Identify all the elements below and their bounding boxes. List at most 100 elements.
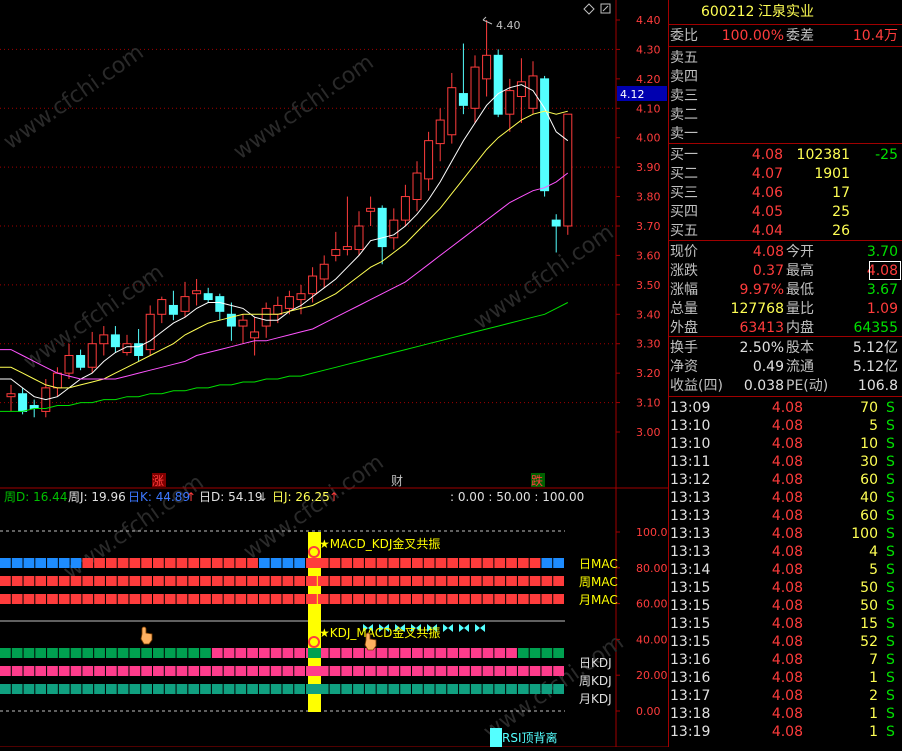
tick-time: 13:19 bbox=[670, 724, 711, 740]
strip-segment bbox=[141, 576, 153, 586]
tick-row: 13:12 4.08 60 S bbox=[668, 471, 902, 489]
high-price-marker: 4.40 bbox=[482, 16, 521, 32]
tick-price: 4.08 bbox=[771, 508, 803, 524]
strip-segment bbox=[553, 558, 564, 568]
candlestick-chart[interactable]: www.cfchi.com www.cfchi.comwww.cfchi.comw… bbox=[0, 0, 869, 748]
strip-segment bbox=[58, 648, 70, 658]
tick-time: 13:13 bbox=[670, 490, 711, 506]
strip-segment bbox=[247, 558, 258, 568]
candle-body bbox=[482, 54, 492, 80]
strip-segment bbox=[176, 576, 188, 586]
quote-value-2: 3.67 bbox=[866, 282, 898, 298]
kline-chart-area[interactable]: www.cfchi.com www.cfchi.com www.cfchi.com w… bbox=[0, 0, 869, 748]
strip-segment bbox=[306, 576, 317, 586]
indicator-tick-label: 60.00 bbox=[636, 598, 668, 611]
strip-segment bbox=[423, 558, 435, 568]
price-tick-label: 4.30 bbox=[636, 43, 661, 56]
strip-segment bbox=[82, 558, 94, 568]
price-tick-label: 3.50 bbox=[636, 279, 661, 292]
strip-segment bbox=[482, 648, 494, 658]
strip-segment bbox=[317, 684, 329, 694]
strip-segment bbox=[223, 558, 235, 568]
tick-price: 4.08 bbox=[771, 670, 803, 686]
candle-body bbox=[215, 296, 225, 312]
candle-body bbox=[470, 66, 480, 109]
candle-body bbox=[238, 319, 248, 327]
strip-segment bbox=[47, 594, 58, 604]
levels-readout: : 0.00 : 50.00 : 100.00 bbox=[450, 490, 584, 504]
quote-label-2: 最高 bbox=[786, 263, 814, 279]
strip-segment bbox=[517, 684, 529, 694]
order-ratio-row: 委比 100.00% 委差 10.4万 bbox=[668, 27, 902, 45]
strip-segment bbox=[47, 684, 58, 694]
ask-label: 卖五 bbox=[670, 50, 698, 66]
strip-segment bbox=[470, 594, 482, 604]
tick-row: 13:16 4.08 7 S bbox=[668, 651, 902, 669]
candle-body bbox=[389, 219, 399, 239]
tick-side: S bbox=[886, 580, 895, 596]
tick-row: 13:19 4.08 1 S bbox=[668, 723, 902, 741]
strip-segment bbox=[188, 648, 200, 658]
strip-segment bbox=[105, 594, 117, 604]
tick-volume: 40 bbox=[860, 490, 878, 506]
candle-body bbox=[493, 54, 503, 115]
quote-label-2: 今开 bbox=[786, 244, 814, 260]
strip-segment bbox=[0, 666, 11, 676]
candle-body bbox=[203, 293, 213, 301]
strip-segment bbox=[176, 648, 188, 658]
ask-row: 卖四 bbox=[668, 68, 902, 86]
tick-volume: 5 bbox=[869, 418, 878, 434]
day-k-arrow: ↑ bbox=[186, 490, 196, 504]
strip-segment bbox=[341, 594, 353, 604]
strip-segment bbox=[200, 558, 211, 568]
strip-segment bbox=[341, 648, 353, 658]
tick-price: 4.08 bbox=[771, 490, 803, 506]
bid-volume: 102381 bbox=[796, 147, 850, 163]
tick-volume: 4 bbox=[869, 544, 878, 560]
bid-row: 买五 4.04 26 bbox=[668, 222, 902, 240]
stat-row: 收益(四) 0.038 PE(动) 106.8 bbox=[668, 377, 902, 395]
strip-segment bbox=[188, 594, 200, 604]
indicator-tick-label: 40.00 bbox=[636, 633, 668, 646]
strip-segment bbox=[258, 558, 270, 568]
strip-segment bbox=[329, 666, 341, 676]
tick-row: 13:15 4.08 50 S bbox=[668, 579, 902, 597]
tick-side: S bbox=[886, 670, 895, 686]
quote-row: 涨幅 9.97% 最低 3.67 bbox=[668, 281, 902, 299]
expand-icon[interactable] bbox=[600, 3, 611, 14]
bid-row: 买二 4.07 1901 bbox=[668, 165, 902, 183]
price-tick-label: 3.00 bbox=[636, 426, 661, 439]
stock-code: 600212 bbox=[701, 4, 755, 20]
quote-label-2: 内盘 bbox=[786, 320, 814, 336]
strip-segment bbox=[376, 684, 388, 694]
price-tick-label: 3.10 bbox=[636, 397, 661, 410]
strip-segment bbox=[482, 666, 494, 676]
strip-segment bbox=[470, 576, 482, 586]
bid-volume: 25 bbox=[832, 204, 850, 220]
strip-segment bbox=[117, 576, 129, 586]
strip-segment bbox=[553, 666, 564, 676]
ratio-value: 100.00% bbox=[721, 28, 784, 44]
stock-name: 江泉实业 bbox=[758, 4, 814, 20]
bid-price: 4.06 bbox=[751, 185, 783, 201]
strip-segment bbox=[23, 648, 35, 658]
tick-time: 13:13 bbox=[670, 526, 711, 542]
candle-body bbox=[563, 113, 573, 227]
diff-label: 委差 bbox=[786, 28, 814, 44]
strip-segment bbox=[506, 594, 517, 604]
strip-segment bbox=[423, 684, 435, 694]
strip-segment bbox=[364, 666, 376, 676]
strip-segment bbox=[153, 648, 164, 658]
strip-segment bbox=[164, 558, 176, 568]
candle-body bbox=[226, 313, 236, 327]
tick-side: S bbox=[886, 508, 895, 524]
strip-segment bbox=[447, 648, 459, 658]
tick-volume: 50 bbox=[860, 580, 878, 596]
strip-segment bbox=[58, 558, 70, 568]
diamond-icon[interactable] bbox=[583, 3, 595, 15]
ratio-label: 委比 bbox=[670, 28, 698, 44]
ask-row: 卖二 bbox=[668, 106, 902, 124]
strip-segment bbox=[317, 558, 329, 568]
day-kdj-label: 日KDJ bbox=[579, 656, 612, 670]
tick-price: 4.08 bbox=[771, 454, 803, 470]
